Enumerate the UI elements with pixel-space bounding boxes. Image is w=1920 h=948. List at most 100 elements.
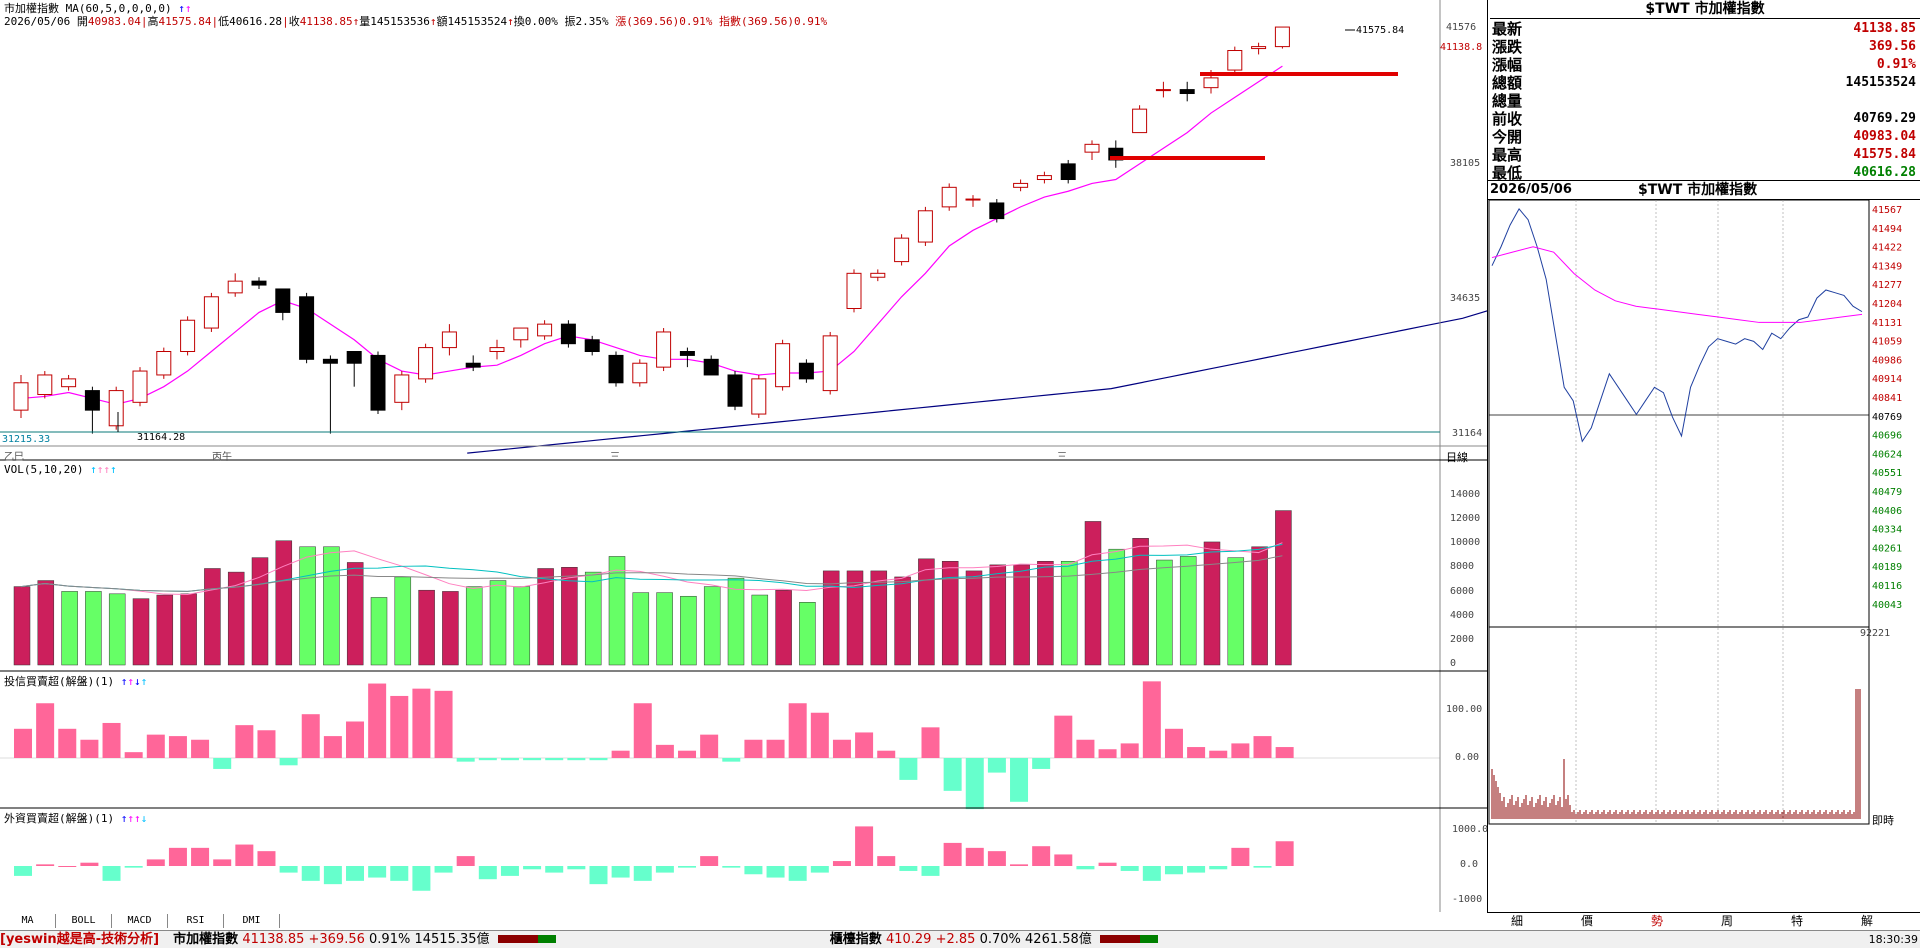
high-value: 41575.84: [158, 15, 212, 28]
intraday-header: 2026/05/06 $TWT 市加權指數: [1488, 180, 1920, 200]
foreign-bar: [523, 866, 542, 870]
foreign-bar: [346, 866, 365, 881]
price-axis-bottom: 31164: [1452, 428, 1483, 439]
trust-bar: [1098, 749, 1117, 758]
trust-bar: [987, 758, 1006, 773]
panel-divider: [1487, 0, 1488, 912]
quote-value: 40616.28: [1853, 165, 1916, 180]
candle-body: [180, 319, 196, 353]
volume-bar: [489, 580, 507, 666]
trust-bar: [434, 690, 453, 758]
status-index-amount: 14515.35億: [414, 932, 490, 947]
quote-row: 最新 41138.85: [1492, 20, 1916, 38]
tab-rsi[interactable]: RSI: [168, 914, 224, 928]
foreign-bar: [124, 866, 143, 868]
trust-bar: [235, 725, 254, 758]
turnover-value: 0.00%: [524, 15, 558, 28]
trust-bar: [1120, 743, 1139, 758]
volume-bar: [370, 597, 388, 666]
volume-bar: [275, 540, 293, 666]
quote-value: 40769.29: [1853, 111, 1916, 126]
foreign-bar: [1253, 866, 1272, 868]
candle-body: [632, 362, 648, 384]
candle-body: [894, 237, 910, 263]
candle-body: [965, 198, 981, 201]
trust-bar: [390, 695, 409, 758]
trust-bar: [877, 750, 896, 758]
vol-axis-label: 0: [1450, 658, 1457, 669]
candle-body: [513, 327, 529, 341]
volume-bar: [918, 558, 935, 666]
period-label-1: 乙巳: [4, 452, 24, 463]
volume-bar: [1132, 538, 1149, 666]
foreign-bar: [1231, 847, 1250, 866]
volume-bar: [632, 592, 650, 666]
candle-body: [132, 370, 148, 403]
intraday-axis-label: 40406: [1872, 506, 1902, 517]
volume-bar: [204, 568, 221, 666]
foreign-bar: [1164, 866, 1183, 875]
volume-bar: [346, 562, 364, 666]
foreign-bar: [899, 866, 918, 871]
intraday-chart[interactable]: 41567 41494 41422 41349 41277 41204 41131 41059…: [1488, 199, 1920, 825]
foreign-bar: [1032, 846, 1051, 866]
trust-bar: [1054, 715, 1073, 758]
trust-bar: [832, 739, 851, 758]
status-otc-value: 410.29: [885, 932, 932, 947]
trust-bar: [412, 688, 431, 758]
quote-tabs: 細 價 勢 周 特 解: [1487, 912, 1920, 929]
candle-body: [1155, 89, 1171, 92]
quote-row: 總額 145153524: [1492, 74, 1916, 92]
tab-trend[interactable]: 勢: [1650, 914, 1663, 928]
status-bar-green-icon: [537, 935, 556, 943]
foreign-bar: [655, 866, 674, 873]
foreign-bar: [235, 844, 254, 866]
candle-body: [1251, 46, 1267, 50]
foreign-bar: [456, 856, 475, 866]
quote-label: 漲幅: [1492, 56, 1523, 74]
foreign-bar: [877, 856, 896, 866]
foreign-axis-0: 0.0: [1460, 859, 1479, 870]
trust-bar: [1076, 739, 1095, 758]
candle-body: [798, 362, 814, 380]
trust-bar: [633, 703, 652, 758]
intraday-axis-label: 40116: [1872, 581, 1902, 592]
tab-week[interactable]: 周: [1720, 914, 1733, 928]
candle-body: [1203, 77, 1219, 89]
tab-special[interactable]: 特: [1790, 914, 1803, 928]
trust-bar: [279, 758, 298, 766]
tab-dmi[interactable]: DMI: [224, 914, 280, 928]
candle-body: [989, 202, 1005, 220]
tab-macd[interactable]: MACD: [112, 914, 168, 928]
period-label-4: 三: [1057, 452, 1067, 463]
intraday-axis-label: 40986: [1872, 355, 1902, 366]
candle-body: [1274, 26, 1290, 48]
intraday-axis-label: 40914: [1872, 374, 1902, 385]
trust-bar: [744, 739, 763, 758]
intraday-axis-label: 41204: [1872, 299, 1902, 310]
quote-row: 今開 40983.04: [1492, 128, 1916, 146]
vol-panel-title: VOL(5,10,20) ↑↑↑↑: [4, 463, 117, 476]
trust-bar: [102, 722, 121, 758]
trust-bar: [58, 728, 77, 758]
tab-price[interactable]: 價: [1580, 914, 1593, 928]
tab-detail[interactable]: 細: [1510, 914, 1523, 928]
change-value: (369.56)0.91%: [626, 15, 713, 28]
volume-bar: [156, 594, 174, 666]
candle-body: [275, 288, 291, 313]
main-chart[interactable]: [0, 0, 1488, 912]
quote-value: 40983.04: [1853, 129, 1916, 144]
tab-ma[interactable]: MA: [0, 914, 56, 928]
tab-boll[interactable]: BOLL: [56, 914, 112, 928]
tab-analysis[interactable]: 解: [1860, 914, 1873, 928]
foreign-bar: [678, 866, 697, 868]
intraday-axis-label: 40624: [1872, 449, 1902, 460]
intraday-axis-label: 40769: [1872, 412, 1902, 423]
candle-body: [37, 374, 53, 396]
quote-label: 總量: [1492, 92, 1523, 110]
quote-value: 369.56: [1869, 39, 1916, 54]
quote-value: 145153524: [1845, 75, 1916, 90]
foreign-bar: [810, 866, 829, 873]
volume-bar: [727, 577, 745, 666]
volume-bar: [85, 591, 102, 666]
